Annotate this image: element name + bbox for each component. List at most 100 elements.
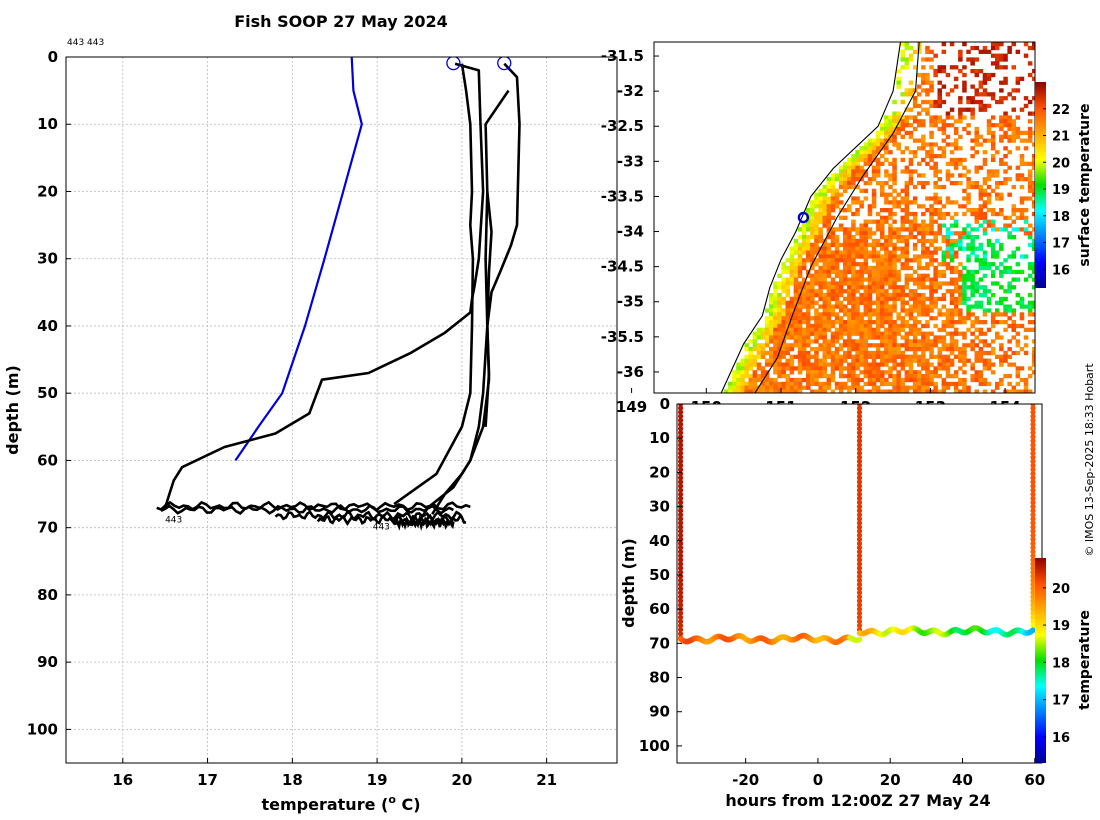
sst-cell	[851, 343, 856, 348]
sst-cell	[781, 320, 786, 325]
sst-cell	[949, 150, 955, 155]
sst-cell	[888, 281, 893, 286]
sst-cell	[740, 377, 745, 383]
sst-cell	[966, 312, 971, 317]
sst-cell	[752, 381, 758, 387]
sst-cell	[1032, 211, 1035, 217]
map-ytick-label: -35	[617, 293, 644, 311]
sst-cell	[892, 339, 897, 344]
sst-cell	[1027, 188, 1033, 193]
sst-cell	[1007, 374, 1012, 379]
sst-cell	[801, 285, 807, 290]
sst-cell	[851, 181, 856, 186]
sst-cell	[933, 53, 938, 58]
sst-cell	[810, 208, 815, 213]
sst-cell	[986, 119, 992, 124]
sst-cell	[781, 366, 786, 371]
sst-cell	[900, 227, 906, 232]
sst-cell	[1003, 296, 1008, 302]
sst-cell	[900, 238, 906, 244]
sst-cell	[801, 320, 807, 325]
sst-cell	[785, 343, 791, 348]
sst-cell	[945, 374, 951, 379]
sst-cell	[847, 265, 852, 271]
sst-cell	[978, 370, 984, 375]
sst-cell	[785, 350, 791, 356]
sst-cell	[834, 350, 840, 356]
sst-cell	[958, 57, 963, 62]
cast-point	[678, 557, 684, 563]
sst-cell	[826, 235, 832, 240]
sst-cell	[1007, 150, 1012, 155]
sst-cell	[884, 235, 889, 240]
sst-cell	[814, 238, 819, 244]
sst-cell	[995, 265, 1000, 271]
sst-cell	[830, 196, 836, 201]
sst-cell	[875, 265, 881, 271]
sst-cell	[834, 347, 840, 352]
sst-cell	[892, 165, 897, 170]
sst-cell	[925, 273, 930, 278]
sst-cell	[806, 281, 811, 286]
sst-cell	[810, 289, 815, 294]
sst-cell	[855, 281, 860, 286]
cast-point	[1030, 516, 1036, 522]
sst-cell	[953, 300, 959, 305]
sst-cell	[847, 235, 852, 240]
sst-cell	[875, 308, 881, 313]
sst-cell	[847, 323, 852, 329]
sst-cell	[1023, 327, 1029, 332]
sst-cell	[863, 250, 869, 255]
sst-cell	[843, 304, 848, 309]
sst-cell	[851, 235, 856, 240]
sst-cell	[773, 316, 778, 321]
sst-cell	[917, 231, 922, 236]
sst-cell	[921, 312, 926, 317]
sst-cell	[896, 80, 901, 85]
sst-cell	[978, 80, 984, 85]
sst-cell	[974, 374, 980, 379]
sst-cell	[904, 312, 910, 317]
sst-cell	[974, 69, 980, 74]
sst-cell	[822, 277, 828, 282]
sst-cell	[830, 335, 836, 340]
sst-cell	[912, 377, 918, 383]
sst-cell	[810, 231, 815, 236]
sst-cell	[797, 385, 803, 390]
sst-cell	[892, 200, 897, 205]
cast-point	[856, 409, 863, 415]
sst-cell	[855, 389, 860, 393]
sst-cell	[904, 61, 910, 66]
sst-cell	[785, 335, 791, 340]
sst-cell	[978, 49, 984, 54]
sst-cell	[937, 354, 943, 359]
sst-cell	[752, 339, 758, 344]
sst-cell	[917, 84, 922, 89]
sst-cell	[949, 269, 955, 275]
sst-cell	[1032, 246, 1035, 251]
sst-cell	[810, 323, 815, 329]
sst-cell	[1019, 157, 1025, 163]
sst-cell	[986, 362, 992, 367]
timedepth-ytick-label: 30	[649, 498, 670, 516]
sst-cell	[900, 343, 906, 348]
sst-cell	[793, 289, 799, 294]
sst-cell	[793, 281, 799, 286]
sst-cell	[818, 358, 823, 363]
sst-cell	[1003, 258, 1008, 263]
sst-cell	[917, 227, 922, 232]
sst-cell	[777, 316, 782, 321]
sst-cell	[995, 238, 1000, 244]
sst-cell	[900, 350, 906, 356]
sst-cell	[921, 181, 926, 186]
sst-cell	[921, 362, 926, 367]
sst-cell	[941, 358, 947, 363]
sst-cell	[818, 335, 823, 340]
sst-cell	[756, 374, 762, 379]
sst-cell	[1003, 327, 1008, 332]
sst-cell	[995, 385, 1000, 390]
sst-cell	[1032, 312, 1035, 317]
sst-cell	[904, 362, 910, 367]
cast-point	[1030, 573, 1036, 579]
sst-cell	[917, 385, 922, 390]
